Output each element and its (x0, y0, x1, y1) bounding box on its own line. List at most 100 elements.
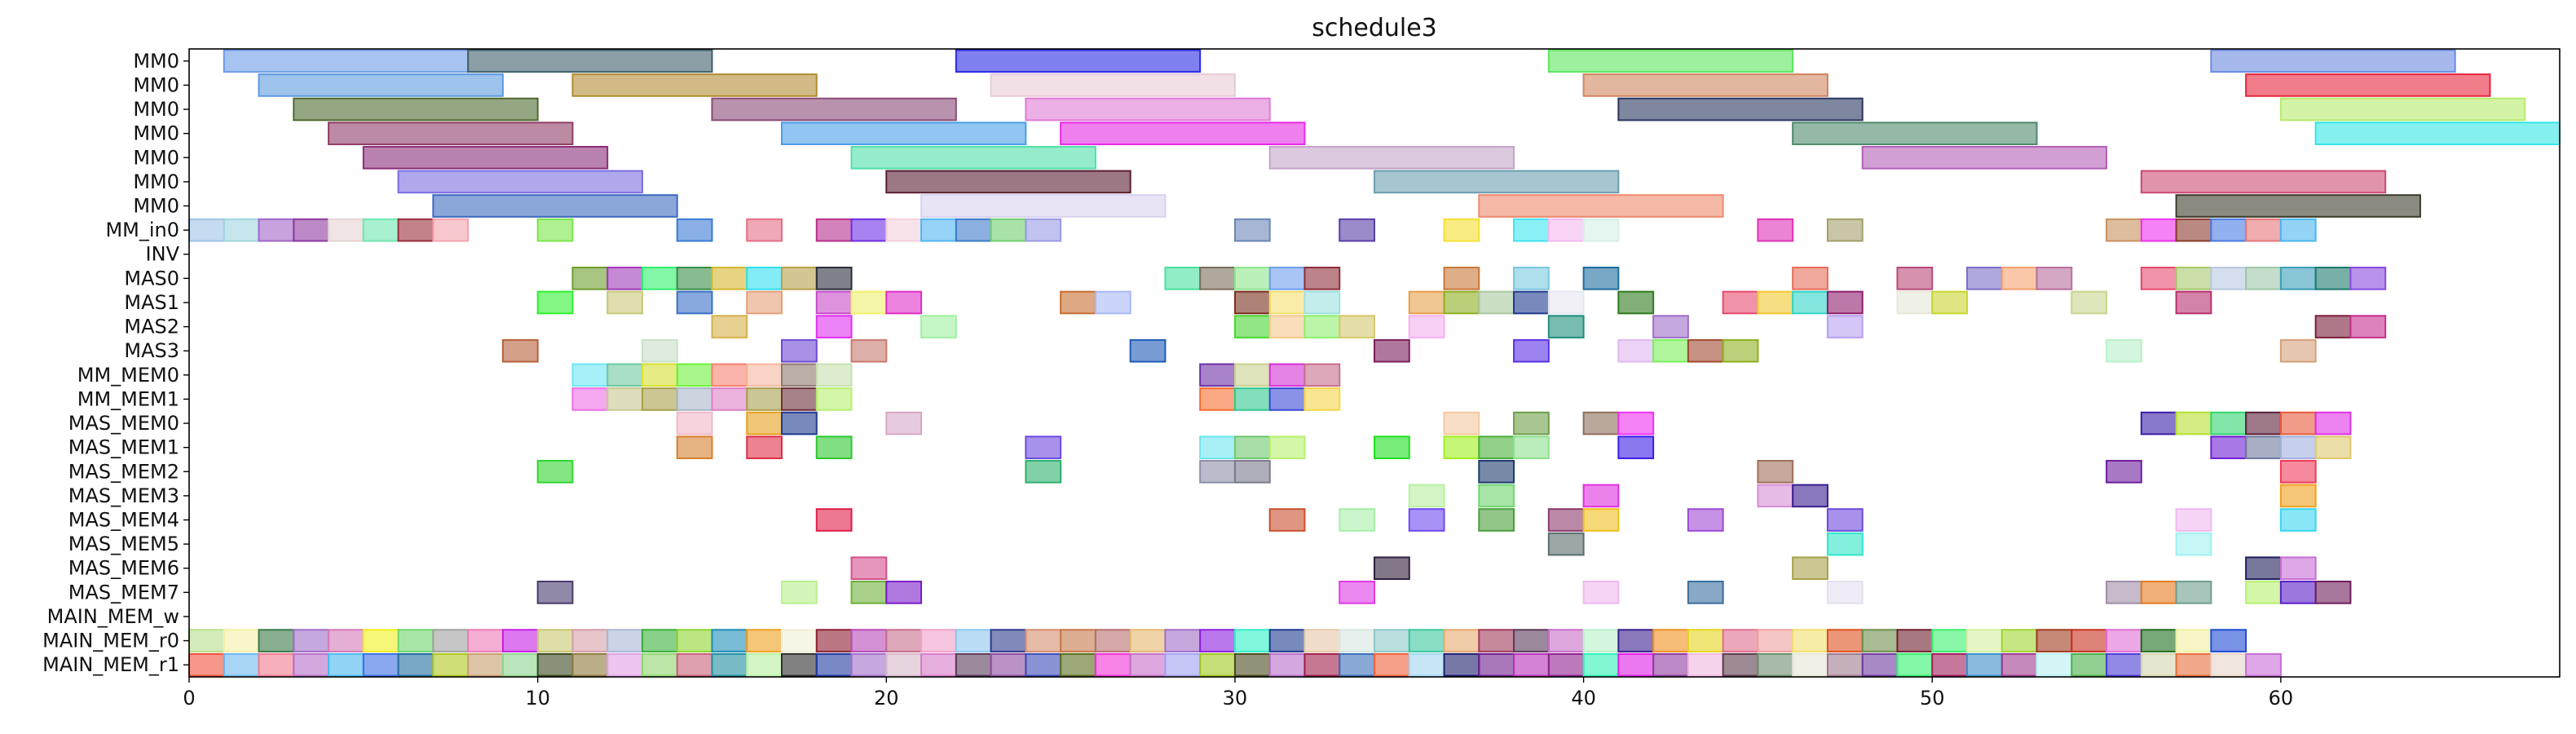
task-bar-main-mem-r0-271 (1094, 629, 1131, 652)
task-bar-mm0-14 (2279, 97, 2526, 122)
task-bar-mas-mem0-178 (2210, 411, 2247, 436)
y-tick-label: MM0 (133, 122, 179, 145)
task-bar-mm-in0-47 (955, 218, 992, 242)
y-tick-label: MAS1 (124, 291, 179, 314)
task-bar-mas2-119 (815, 315, 853, 338)
task-bar-mm-mem0-148 (711, 363, 748, 387)
task-bar-mm-mem1-157 (607, 387, 643, 411)
task-bar-mas0-82 (1966, 267, 2003, 290)
task-bar-mm-in0-57 (1826, 218, 1864, 242)
task-bar-main-mem-r0-298 (2036, 629, 2073, 652)
task-bar-main-mem-r0-302 (2175, 629, 2212, 652)
task-bar-mm0-16 (781, 122, 1027, 145)
task-bar-mm-mem0-147 (676, 363, 713, 387)
y-tick-label: INV (146, 243, 180, 266)
task-bar-mas-mem7-232 (781, 581, 818, 604)
task-bar-main-mem-r1-360 (2140, 652, 2177, 677)
y-tick-label: MM_in0 (105, 219, 179, 241)
task-bar-main-mem-r0-287 (1652, 629, 1689, 652)
task-bar-mm0-1 (467, 49, 713, 73)
task-bar-main-mem-r0-256 (571, 629, 609, 652)
task-bar-main-mem-r1-358 (2071, 652, 2108, 677)
task-bar-mas-mem1-188 (1268, 436, 1306, 459)
task-bar-mm-in0-61 (2210, 218, 2247, 242)
task-bar-mas-mem4-221 (2175, 508, 2212, 532)
task-bar-mas-mem0-168 (676, 411, 713, 436)
task-bar-main-mem-r0-288 (1687, 629, 1724, 652)
task-bar-mas-mem7-234 (885, 581, 923, 604)
task-bar-mas-mem1-193 (1617, 436, 1655, 459)
task-bar-main-mem-r1-318 (676, 652, 713, 677)
task-bar-mas1-104 (1408, 290, 1445, 315)
task-bar-main-mem-r0-247 (258, 629, 295, 652)
task-bar-main-mem-r1-353 (1896, 652, 1934, 677)
task-bar-mm-in0-51 (1339, 218, 1376, 242)
task-bar-mm0-11 (711, 97, 957, 122)
task-bar-mm-mem1-161 (746, 387, 783, 411)
task-bar-main-mem-r1-338 (1374, 652, 1410, 677)
task-bar-main-mem-r1-313 (501, 652, 539, 677)
task-bar-mas-mem7-244 (2314, 581, 2352, 604)
task-bar-mm0-23 (1861, 145, 2108, 170)
y-tick-label: MM_MEM0 (77, 364, 179, 387)
task-bar-main-mem-r1-324 (885, 652, 923, 677)
task-bar-main-mem-r1-332 (1164, 652, 1202, 677)
task-bar-mas0-76 (1303, 267, 1341, 290)
task-bar-mas0-66 (641, 267, 678, 290)
task-bar-main-mem-r1-315 (571, 652, 609, 677)
y-tick-label: MAS_MEM1 (68, 436, 179, 459)
task-bar-mm0-7 (990, 73, 1236, 97)
task-bar-mm-in0-46 (920, 218, 957, 242)
task-bar-mas3-138 (1617, 338, 1655, 363)
task-bar-mas-mem5-224 (1826, 532, 1864, 556)
task-bar-main-mem-r0-286 (1617, 629, 1655, 652)
task-bar-main-mem-r1-306 (258, 652, 295, 677)
task-bar-mm-mem0-154 (1268, 363, 1306, 387)
task-bar-main-mem-r0-290 (1757, 629, 1794, 652)
task-bar-main-mem-r1-320 (746, 652, 783, 677)
task-bar-mas1-113 (1826, 290, 1864, 315)
task-bar-mm0-28 (432, 194, 678, 218)
task-bar-main-mem-r1-354 (1931, 652, 1969, 677)
task-bar-mm-in0-54 (1547, 218, 1585, 242)
task-bar-mas0-75 (1268, 267, 1306, 290)
task-bar-mas-mem0-173 (1513, 411, 1550, 436)
task-bar-mas3-136 (1374, 338, 1410, 363)
x-tick-label: 50 (1920, 687, 1945, 710)
task-bar-mm0-10 (293, 97, 539, 122)
task-bar-mm-mem0-152 (1199, 363, 1236, 387)
task-bar-mas-mem7-238 (1826, 581, 1864, 604)
task-bar-main-mem-r0-257 (607, 629, 643, 652)
task-bar-mm-mem0-153 (1233, 363, 1271, 387)
task-bar-mm0-22 (1268, 145, 1515, 170)
task-bar-mas0-84 (2036, 267, 2073, 290)
task-bar-main-mem-r0-270 (1060, 629, 1096, 652)
task-bar-mas3-142 (2106, 338, 2142, 363)
task-bar-mas-mem6-230 (2279, 556, 2317, 581)
task-bar-mas-mem6-228 (1792, 556, 1828, 581)
task-bar-main-mem-r1-330 (1094, 652, 1131, 677)
task-bar-mas2-123 (1303, 315, 1341, 338)
task-bar-mas1-100 (1094, 290, 1131, 315)
task-bar-mas0-90 (2314, 267, 2352, 290)
task-bar-mas-mem7-235 (1339, 581, 1376, 604)
task-bar-mas1-117 (2175, 290, 2212, 315)
task-bar-mas-mem3-208 (1582, 484, 1620, 508)
task-bar-mas-mem7-236 (1582, 581, 1620, 604)
task-bar-mm-mem0-149 (746, 363, 783, 387)
task-bar-main-mem-r1-328 (1025, 652, 1062, 677)
task-bar-mas1-105 (1443, 290, 1480, 315)
task-bar-main-mem-r1-340 (1443, 652, 1480, 677)
task-bar-mas-mem0-170 (781, 411, 818, 436)
task-bar-main-mem-r0-262 (781, 629, 818, 652)
task-bar-mas-mem1-185 (1025, 436, 1062, 459)
task-bar-mas-mem4-212 (815, 508, 853, 532)
y-tick-label: MAS_MEM2 (68, 460, 179, 483)
task-bar-main-mem-r0-245 (188, 629, 225, 652)
task-bar-mas-mem0-172 (1443, 411, 1480, 436)
task-bar-main-mem-r1-317 (641, 652, 678, 677)
task-bar-main-mem-r1-335 (1268, 652, 1306, 677)
task-bar-mm0-31 (2175, 194, 2421, 218)
task-bar-main-mem-r1-334 (1233, 652, 1271, 677)
task-bar-main-mem-r0-279 (1374, 629, 1410, 652)
